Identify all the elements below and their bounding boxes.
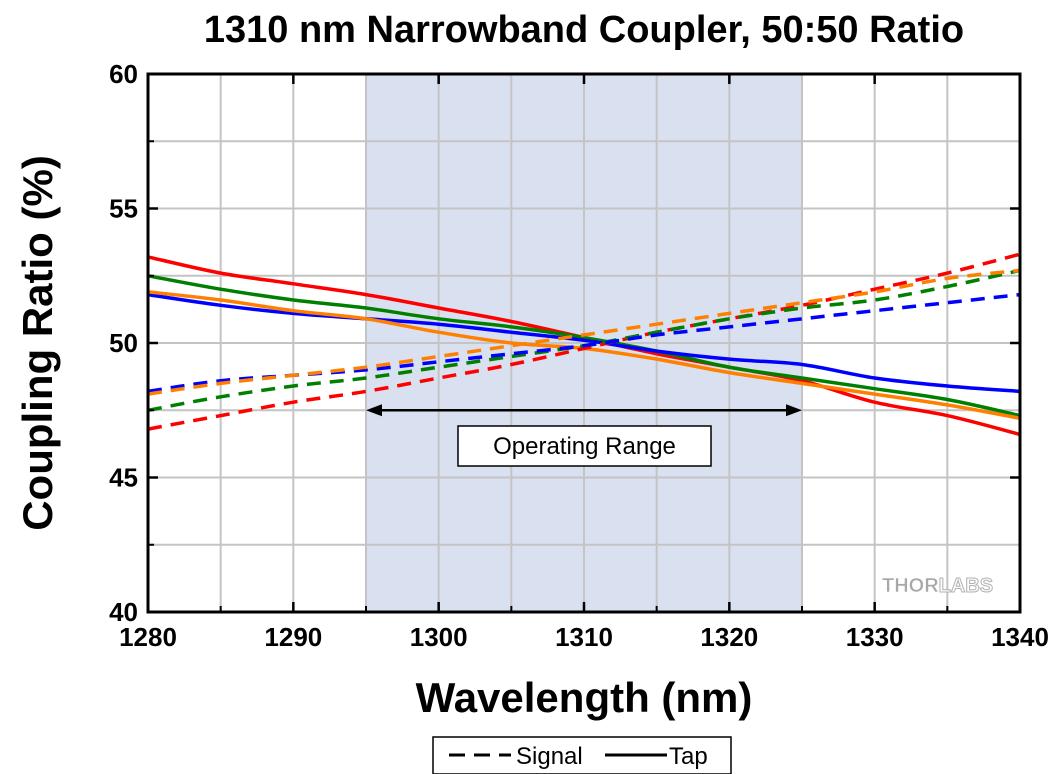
x-tick-label: 1290 [264,622,322,652]
x-tick-label: 1300 [410,622,468,652]
thorlabs-logo-text: THORLABS [882,575,993,597]
grid [148,74,1020,612]
logo-text-light: LABS [939,575,993,597]
legend: Signal Tap [432,736,732,774]
series-line-solid-2 [147,292,1021,394]
chart-title: 1310 nm Narrowband Coupler, 50:50 Ratio [204,9,964,51]
x-tick-label: 1310 [555,622,613,652]
x-tick-label: 1330 [846,622,904,652]
y-tick-label: 50 [109,328,138,358]
axis-ticks: 1280 1290 1300 1310 1320 1330 1340 40 45 50 55 60 [109,59,1049,652]
y-tick-label: 55 [109,194,138,224]
series-line-solid-1 [147,274,1021,418]
thorlabs-logo: THORLABS [882,575,994,598]
series-line-dashed-7 [147,268,1021,396]
y-tick-label: 45 [109,463,138,493]
operating-range-annotation: Operating Range [366,404,802,467]
y-axis-title: Coupling Ratio (%) [14,155,61,531]
legend-tap-label: Tap [669,743,708,770]
arrowhead-right [786,404,802,417]
series-line-dashed-4 [147,252,1021,431]
x-tick-label: 1320 [700,622,758,652]
y-tick-label: 40 [109,597,138,627]
x-tick-label: 1280 [119,622,177,652]
x-tick-label: 1340 [991,622,1049,652]
logo-text-dark: THOR [882,575,939,597]
series-lines [147,252,1021,437]
operating-range-label: Operating Range [493,433,676,460]
legend-signal-label: Signal [516,743,583,770]
arrowhead-left [366,404,382,417]
operating-range-label-box [457,425,712,467]
y-tick-label: 60 [109,59,138,89]
x-axis-title: Wavelength (nm) [416,674,753,721]
